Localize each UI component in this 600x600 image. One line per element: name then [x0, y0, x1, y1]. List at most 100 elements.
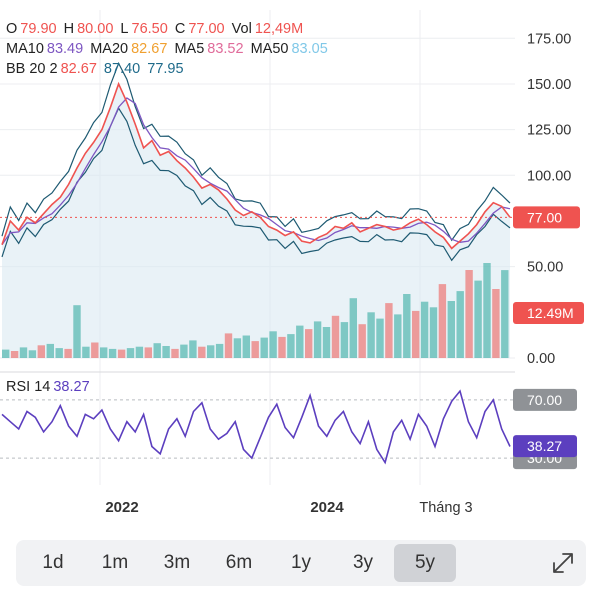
volume-bar [501, 270, 509, 358]
ma20-label: MA20 [90, 41, 129, 57]
volume-bar [349, 298, 357, 358]
bb-lower-line [1, 106, 511, 262]
volume-bar [385, 303, 393, 358]
rsi-level-badge [513, 388, 577, 411]
volume-bar [492, 289, 500, 358]
rsi-grid [0, 399, 515, 459]
bb-lower-value: 77.95 [147, 61, 184, 77]
volume-bar [260, 337, 268, 358]
volume-bar [144, 347, 152, 358]
last-price-badge: 77.00 [513, 206, 580, 229]
timeframe-3y[interactable]: 3y [352, 552, 374, 573]
volume-bar [438, 284, 447, 358]
high-value: 80.00 [77, 21, 114, 37]
volume-bar [224, 333, 233, 358]
open-label: O [6, 21, 18, 37]
volume-bar [46, 343, 54, 358]
volume-bar [207, 345, 215, 358]
volume-label-text: Vol [231, 21, 252, 37]
price-area-fill [2, 83, 510, 359]
y-tick-label: 0.00 [527, 351, 555, 367]
volume-bar [313, 321, 322, 358]
timeframe-5y[interactable]: 5y [394, 544, 456, 582]
y-tick-label: 100.00 [527, 168, 571, 184]
volume-bar [287, 334, 295, 358]
volume-bar [420, 301, 429, 358]
rsi-value: 38.27 [53, 379, 90, 395]
low-value: 76.50 [131, 21, 168, 37]
ma5-label: MA5 [174, 41, 205, 57]
volume-bars [2, 263, 509, 358]
high-label: H [63, 21, 75, 37]
volume-bar [394, 314, 402, 358]
volume-badge: 12.49M [513, 302, 584, 324]
volume-bar [403, 294, 411, 358]
rsi-tick-label: 70.00 [527, 392, 562, 408]
x-tick-label: Tháng 3 [419, 500, 472, 516]
volume-bar [331, 315, 340, 358]
volume-bar [100, 347, 108, 358]
rsi-legend: RSI 14 38.27 [6, 378, 93, 397]
volume-bar [73, 305, 81, 358]
volume-bar [135, 346, 144, 358]
volume-bar [465, 270, 473, 358]
y-axis: 175.00 150.00 125.00 100.00 50.00 0.00 [527, 31, 571, 367]
timeframe-1d[interactable]: 1d [42, 552, 64, 573]
volume-value: 12,49M [254, 21, 304, 37]
ma10-label: MA10 [6, 41, 44, 57]
volume-bar [189, 340, 197, 358]
volume-bar [278, 336, 286, 358]
volume-bar [233, 338, 242, 358]
volume-bar [447, 301, 455, 358]
y-tick-label: 50.00 [527, 260, 563, 276]
volume-label: 12.49M [527, 305, 574, 321]
timeframe-1y[interactable]: 1y [290, 552, 312, 573]
volume-bar [10, 351, 19, 358]
y-tick-label: 175.00 [527, 31, 571, 47]
price-line [1, 81, 511, 250]
volume-bar [483, 263, 491, 358]
volume-bar [180, 344, 188, 358]
rsi-value-label: 38.27 [527, 438, 562, 454]
volume-bar [117, 349, 126, 358]
ma20-value: 82.67 [131, 41, 168, 57]
bb-legend: BB 20 2 82.67 87.40 77.95 [6, 60, 187, 79]
close-label: C [174, 21, 186, 37]
x-tick-label: 2022 [105, 499, 138, 516]
bb-mid-value: 82.67 [60, 61, 97, 77]
volume-bar [358, 324, 366, 358]
ma5-value: 83.52 [207, 41, 244, 57]
volume-bar [215, 343, 224, 358]
volume-bar [198, 346, 206, 358]
volume-bar [412, 310, 420, 358]
timeframe-6m[interactable]: 6m [225, 552, 253, 573]
volume-bar [19, 347, 28, 358]
y-tick-label: 150.00 [527, 77, 571, 93]
ma50-value: 83.05 [291, 41, 328, 57]
volume-bar [305, 329, 313, 358]
close-value: 77.00 [188, 21, 225, 37]
volume-bar [55, 348, 63, 358]
volume-bar [108, 348, 117, 358]
volume-bar [153, 343, 161, 358]
volume-bar [162, 346, 170, 358]
rsi-line [1, 389, 511, 465]
x-tick-label: 2024 [310, 499, 344, 516]
y-tick-label: 125.00 [527, 123, 571, 139]
open-value: 79.90 [20, 21, 57, 37]
expand-icon[interactable] [548, 548, 578, 578]
volume-bar [474, 280, 482, 358]
volume-bar [28, 350, 37, 358]
volume-bar [322, 327, 331, 358]
timeframe-3m[interactable]: 3m [163, 552, 191, 573]
timeframe-1m[interactable]: 1m [101, 552, 129, 573]
ohlc-legend: O 79.90 H 80.00 L 76.50 C 77.00 Vol 12,49M [6, 20, 306, 39]
volume-bar [2, 349, 10, 358]
rsi-label: RSI 14 [6, 379, 51, 395]
bb-label: BB 20 2 [6, 61, 58, 77]
volume-bar [367, 312, 375, 358]
low-label: L [120, 21, 129, 37]
volume-bar [126, 348, 135, 358]
